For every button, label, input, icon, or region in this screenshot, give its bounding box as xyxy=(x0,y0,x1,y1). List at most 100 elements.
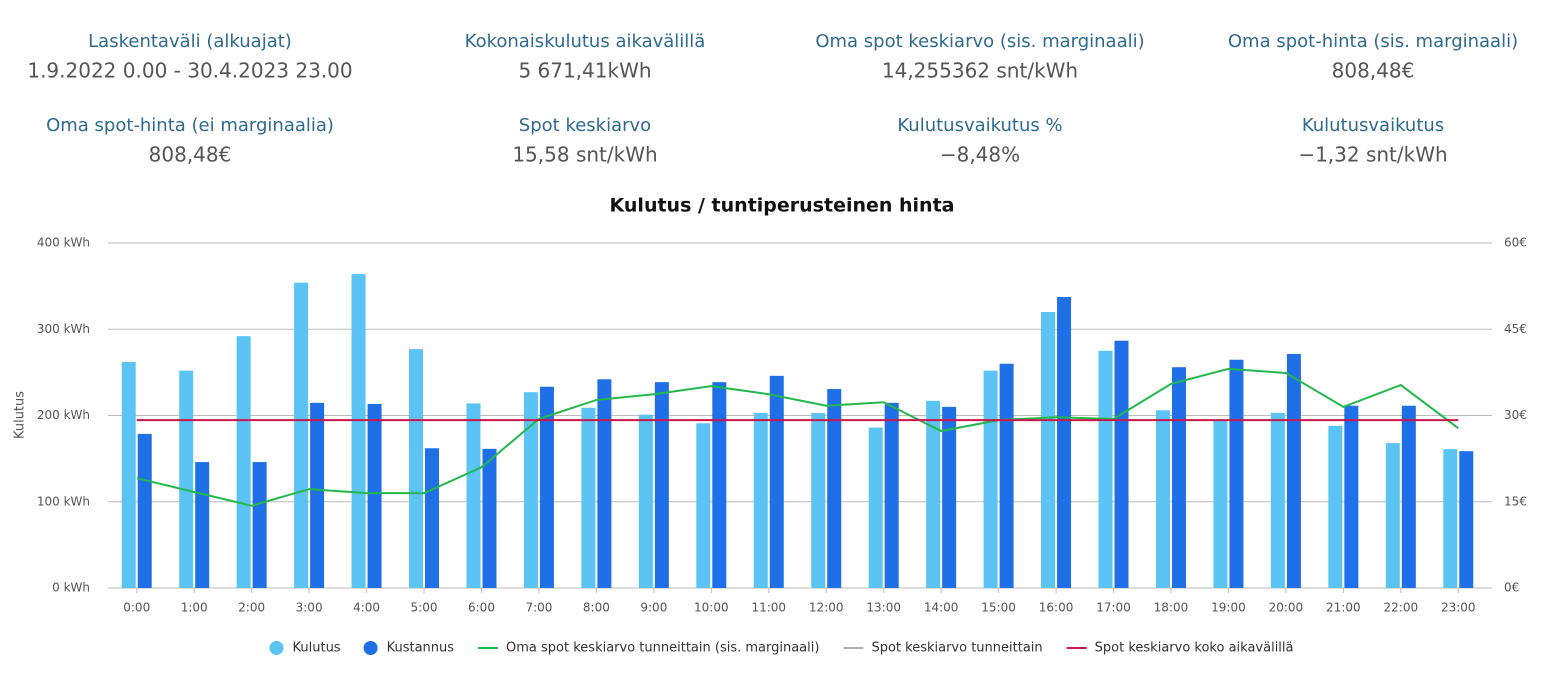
x-tick-label: 12:00 xyxy=(809,601,844,615)
bar xyxy=(868,427,883,588)
bar xyxy=(597,379,612,588)
stat-value: 14,255362 snt/kWh xyxy=(882,59,1078,83)
bar xyxy=(1270,412,1285,588)
x-tick-label: 17:00 xyxy=(1096,601,1131,615)
bar xyxy=(1401,405,1416,588)
stat-label: Oma spot-hinta (sis. marginaali) xyxy=(1228,31,1518,52)
bar xyxy=(1098,350,1113,588)
bar xyxy=(523,392,538,588)
bar xyxy=(712,382,727,588)
bar xyxy=(466,403,481,588)
x-tick-label: 1:00 xyxy=(181,601,208,615)
bar xyxy=(1286,353,1301,588)
bar xyxy=(1344,405,1359,588)
bar xyxy=(409,349,424,588)
y-tick-label: 200 kWh xyxy=(37,408,90,422)
bar xyxy=(769,375,784,588)
bar xyxy=(121,362,136,588)
y2-tick-label: 0€ xyxy=(1504,581,1519,595)
bar xyxy=(1171,367,1186,588)
y-tick-label: 400 kWh xyxy=(37,236,90,250)
bar xyxy=(696,423,711,588)
stat-label: Oma spot keskiarvo (sis. marginaali) xyxy=(815,31,1144,52)
x-tick-label: 6:00 xyxy=(468,601,495,615)
bar xyxy=(581,407,596,588)
bar xyxy=(827,389,842,588)
bar xyxy=(654,382,669,588)
x-tick-label: 7:00 xyxy=(525,601,552,615)
stat-value: 15,58 snt/kWh xyxy=(512,143,657,167)
bar xyxy=(294,282,309,588)
legend-item: Spot keskiarvo tunneittain xyxy=(843,641,1043,656)
bar xyxy=(425,448,440,588)
x-tick-label: 4:00 xyxy=(353,601,380,615)
y-tick-label: 0 kWh xyxy=(52,581,90,595)
legend-label: Spot keskiarvo koko aikavälillä xyxy=(1095,641,1294,656)
x-tick-label: 10:00 xyxy=(694,601,729,615)
x-tick-label: 19:00 xyxy=(1211,601,1246,615)
bar xyxy=(482,448,497,588)
legend-item: Kustannus xyxy=(363,641,454,656)
stat-label: Kulutusvaikutus % xyxy=(897,115,1062,136)
stat-value: 5 671,41kWh xyxy=(518,59,651,83)
legend-label: Spot keskiarvo tunneittain xyxy=(871,641,1042,656)
x-tick-label: 3:00 xyxy=(296,601,323,615)
y2-tick-label: 60€ xyxy=(1504,236,1527,250)
bar xyxy=(1155,410,1170,588)
x-tick-label: 15:00 xyxy=(981,601,1016,615)
x-tick-label: 11:00 xyxy=(751,601,786,615)
legend-label: Kulutus xyxy=(293,641,341,656)
x-tick-label: 22:00 xyxy=(1384,601,1419,615)
line xyxy=(136,367,1459,507)
y2-tick-label: 30€ xyxy=(1504,408,1527,422)
x-tick-label: 5:00 xyxy=(411,601,438,615)
bar xyxy=(179,370,194,588)
x-tick-label: 23:00 xyxy=(1441,601,1476,615)
bar xyxy=(811,412,826,588)
bar xyxy=(539,386,554,588)
bar xyxy=(638,414,653,588)
bar xyxy=(1443,449,1458,588)
bar xyxy=(195,462,210,588)
bar xyxy=(942,406,957,588)
bar xyxy=(236,336,251,588)
y-axis-title: Kulutus xyxy=(13,391,28,439)
bar xyxy=(1057,297,1072,588)
bar xyxy=(1114,340,1129,588)
stat-value: −8,48% xyxy=(940,143,1020,167)
bar xyxy=(1041,312,1056,588)
chart-title: Kulutus / tuntiperusteinen hinta xyxy=(610,195,955,217)
bar xyxy=(753,412,768,588)
stat-label: Kokonaiskulutus aikavälillä xyxy=(465,31,706,52)
legend-item: Kulutus xyxy=(269,641,341,656)
x-tick-label: 0:00 xyxy=(123,601,150,615)
legend-marker xyxy=(269,641,284,655)
bar xyxy=(1459,451,1474,588)
bar xyxy=(1213,419,1228,588)
bar xyxy=(137,433,152,588)
stat-label: Kulutusvaikutus xyxy=(1302,115,1444,136)
x-tick-label: 18:00 xyxy=(1154,601,1189,615)
bar xyxy=(351,274,366,588)
stat-value: 808,48€ xyxy=(1332,59,1415,83)
bar xyxy=(1328,425,1343,588)
bar xyxy=(999,363,1014,588)
bar xyxy=(983,370,998,588)
stat-value: 808,48€ xyxy=(149,143,232,167)
legend-item: Spot keskiarvo koko aikavälillä xyxy=(1066,641,1294,656)
x-tick-label: 8:00 xyxy=(583,601,610,615)
bar xyxy=(252,462,267,588)
legend-marker xyxy=(363,641,378,655)
stat-label: Spot keskiarvo xyxy=(519,115,651,136)
stat-label: Laskentaväli (alkuajat) xyxy=(88,31,292,52)
x-tick-label: 21:00 xyxy=(1326,601,1361,615)
bar xyxy=(926,400,941,588)
y-tick-label: 300 kWh xyxy=(37,322,90,336)
x-tick-label: 13:00 xyxy=(866,601,901,615)
stat-value: 1.9.2022 0.00 - 30.4.2023 23.00 xyxy=(27,59,352,83)
y2-tick-label: 45€ xyxy=(1504,322,1527,336)
y-tick-label: 100 kWh xyxy=(37,494,90,508)
stat-value: −1,32 snt/kWh xyxy=(1298,143,1447,167)
bar xyxy=(1229,359,1244,588)
